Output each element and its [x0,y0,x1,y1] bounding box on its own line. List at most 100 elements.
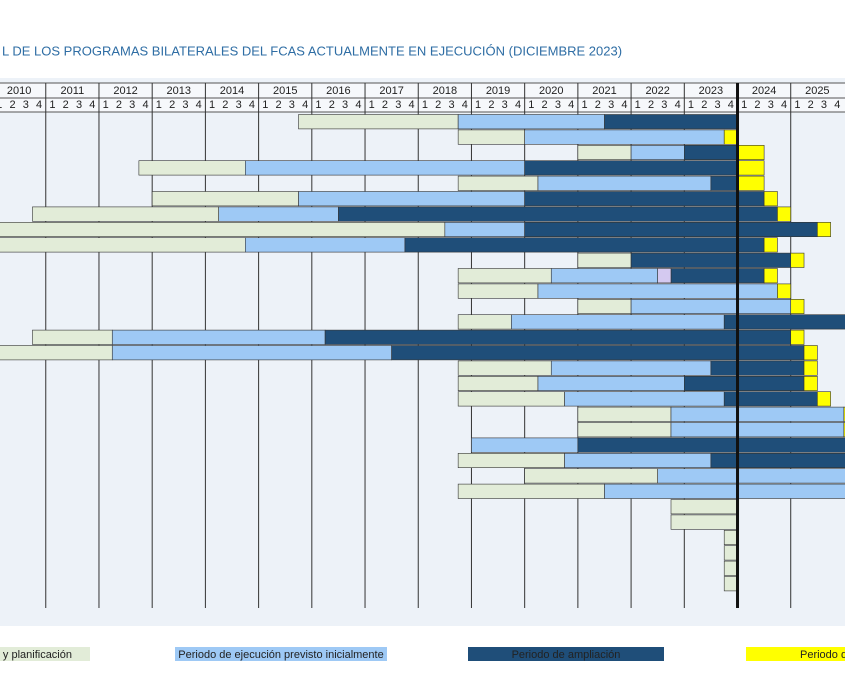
gantt-bar [670,422,845,438]
gantt-bar [577,422,672,438]
gantt-bar [524,160,738,176]
quarter-label: 3 [182,99,188,111]
legend-swatch [468,647,664,661]
gantt-bar [0,222,446,238]
quarter-label: 2 [754,99,760,111]
gantt-bar [803,345,818,361]
gantt-bar [657,268,672,284]
quarter-label: 1 [156,99,162,111]
gantt-bar [723,545,738,561]
quarter-label: 1 [315,99,321,111]
gantt-bar [550,360,712,376]
quarter-label: 1 [581,99,587,111]
quarter-label: 3 [502,99,508,111]
quarter-label: 2 [595,99,601,111]
gantt-bar [511,314,725,330]
quarter-label: 2 [329,99,335,111]
gantt-bar [723,314,845,330]
gantt-bar [723,576,738,592]
quarter-label: 3 [555,99,561,111]
gantt-bar [763,191,778,207]
gantt-bar [457,314,512,330]
gantt-bar [324,329,792,345]
gantt-bar [0,237,246,253]
gantt-bar [723,560,738,576]
quarter-label: 3 [23,99,29,111]
gantt-bar [604,114,738,130]
gantt-bar [457,268,552,284]
gantt-bar [723,129,738,145]
gantt-bar [817,391,831,407]
year-label: 2013 [167,85,191,97]
gantt-bar [710,175,738,191]
gantt-bar [710,360,805,376]
legend-swatch [175,647,387,661]
quarter-label: 4 [781,99,787,111]
year-label: 2020 [539,85,563,97]
gantt-bar [604,483,845,499]
quarter-label: 3 [714,99,720,111]
quarter-label: 1 [0,99,2,111]
quarter-label: 2 [488,99,494,111]
gantt-bar [630,145,685,161]
quarter-label: 1 [49,99,55,111]
gantt-bar [777,283,792,299]
quarter-label: 3 [821,99,827,111]
gantt-bar [670,514,738,530]
gantt-bar [298,114,459,130]
quarter-label: 4 [568,99,574,111]
gantt-bar [577,145,632,161]
quarter-label: 1 [741,99,747,111]
year-label: 2014 [220,85,244,97]
gantt-bar [577,252,632,268]
gantt-bar [630,252,792,268]
gantt-bar [737,160,765,176]
year-label: 2012 [113,85,137,97]
quarter-label: 2 [648,99,654,111]
gantt-bar [630,298,792,314]
quarter-label: 2 [222,99,228,111]
quarter-label: 2 [808,99,814,111]
quarter-label: 4 [302,99,308,111]
gantt-bar [763,237,778,253]
quarter-label: 2 [435,99,441,111]
gantt-bar [457,283,539,299]
quarter-label: 4 [36,99,42,111]
year-label: 2024 [752,85,776,97]
quarter-label: 4 [728,99,734,111]
gantt-bar [524,191,765,207]
gantt-bar [577,437,845,453]
year-label: 2017 [379,85,403,97]
quarter-label: 3 [129,99,135,111]
quarter-label: 2 [9,99,15,111]
gantt-bar [245,237,406,253]
gantt-bar [843,422,845,438]
year-label: 2021 [592,85,616,97]
quarter-label: 2 [276,99,282,111]
gantt-bar [457,452,565,468]
gantt-bar [684,145,738,161]
gantt-bar [32,206,219,222]
quarter-label: 2 [701,99,707,111]
quarter-label: 4 [196,99,202,111]
gantt-bar [577,406,672,422]
gantt-bar [338,206,778,222]
quarter-label: 4 [834,99,840,111]
gantt-bar [32,329,113,345]
gantt-bar [803,375,818,391]
gantt-bar [537,375,685,391]
quarter-label: 3 [236,99,242,111]
gantt-bar [550,268,658,284]
gantt-bar [723,529,738,545]
year-label: 2010 [7,85,31,97]
quarter-label: 3 [661,99,667,111]
gantt-bar [710,452,845,468]
gantt-bar [790,329,805,345]
quarter-label: 4 [462,99,468,111]
gantt-bar [444,222,525,238]
gantt-bar [111,345,392,361]
gantt-bar [817,222,831,238]
quarter-label: 4 [249,99,255,111]
